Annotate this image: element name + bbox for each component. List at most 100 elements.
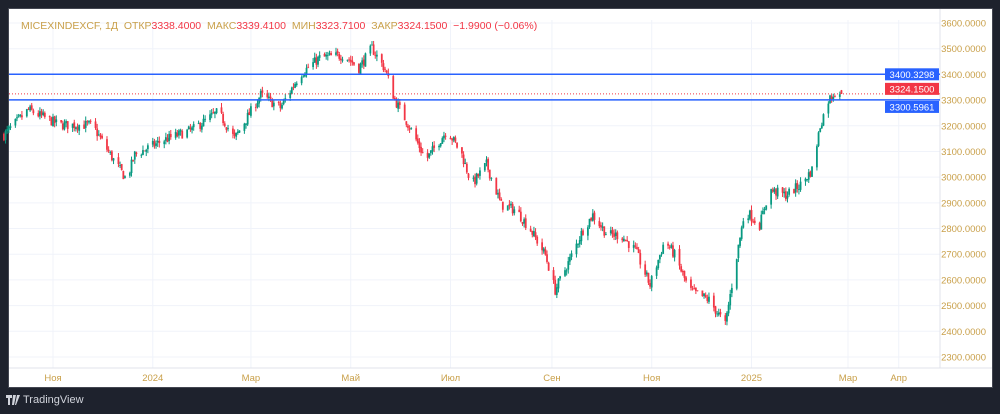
candle-body	[284, 98, 287, 100]
candle-body	[467, 173, 470, 178]
candle-body	[483, 162, 486, 171]
candle-body	[667, 243, 669, 246]
candle-body	[395, 99, 398, 108]
candle-body	[408, 128, 411, 130]
candle-body	[624, 239, 627, 241]
y-tick-label: 3100.0000	[941, 147, 986, 158]
candle-body	[523, 219, 526, 224]
candle-body	[465, 163, 468, 173]
candle-body	[658, 255, 661, 260]
ohlc-legend: MICEXINDEXCF, 1Д ОТКР3338.4000 МАКС3339.…	[21, 20, 537, 32]
candle-body	[533, 231, 535, 237]
candle-body	[374, 55, 377, 56]
candle-body	[145, 149, 148, 152]
candle-body	[775, 189, 777, 196]
candle-body	[706, 297, 709, 301]
candle-body	[644, 264, 647, 275]
x-tick-label: Ноя	[44, 373, 61, 384]
candle-body	[429, 150, 432, 154]
candle-body	[101, 135, 103, 139]
candle-body	[690, 279, 692, 288]
candle-body	[191, 127, 193, 131]
candle-body	[254, 107, 257, 108]
candle-body	[364, 53, 367, 67]
candle-body	[760, 214, 763, 230]
candle-body	[279, 103, 282, 109]
candle-body	[613, 233, 615, 237]
candle-body	[65, 121, 67, 124]
candle-body	[169, 134, 172, 138]
candle-body	[384, 68, 386, 70]
candle-body	[9, 126, 12, 128]
candle-body	[758, 222, 761, 230]
candle-body	[17, 115, 20, 117]
y-tick-label: 3600.0000	[941, 19, 986, 30]
candle-body	[534, 232, 537, 238]
candle-body	[510, 203, 512, 206]
candle-body	[441, 138, 444, 144]
candle-body	[730, 287, 733, 294]
candle-body	[128, 172, 131, 176]
candle-body	[552, 270, 555, 281]
candle-body	[536, 236, 539, 244]
candle-body	[362, 59, 365, 66]
candle-body	[748, 210, 751, 219]
candle-body	[106, 139, 108, 150]
candle-body	[371, 44, 373, 46]
candle-body	[668, 246, 671, 248]
candle-body	[52, 116, 54, 127]
candle-body	[511, 204, 514, 214]
candle-body	[178, 130, 180, 136]
candle-body	[518, 209, 521, 213]
footer: TradingView	[6, 394, 84, 406]
candle-body	[598, 221, 601, 227]
candle-body	[611, 230, 614, 235]
candle-body	[428, 153, 431, 158]
candle-body	[227, 128, 229, 130]
candle-body	[794, 183, 797, 193]
candle-body	[146, 145, 149, 150]
candle-body	[222, 113, 225, 124]
x-tick-label: Мар	[839, 373, 858, 384]
candle-body	[840, 90, 843, 94]
candle-body	[590, 217, 593, 221]
candle-body	[312, 62, 314, 68]
candle-body	[60, 120, 63, 123]
y-tick-label: 3300.0000	[941, 96, 986, 107]
candle-body	[302, 75, 305, 77]
candle-body	[326, 55, 329, 56]
candle-body	[498, 192, 501, 199]
candle-body	[672, 245, 674, 257]
candle-body	[479, 170, 481, 176]
candle-body	[220, 107, 223, 113]
chart-frame[interactable]: MICEXINDEXCF, 1Д ОТКР3338.4000 МАКС3339.…	[8, 8, 993, 388]
change-value: −1.9900 (−0.06%)	[453, 20, 538, 32]
candle-body	[305, 67, 308, 74]
candle-body	[19, 114, 22, 117]
candle-body	[627, 241, 630, 248]
candle-body	[268, 96, 270, 99]
candle-body	[649, 283, 651, 287]
candle-body	[223, 123, 226, 127]
candle-body	[681, 271, 684, 273]
candle-body	[132, 159, 135, 161]
candle-body	[117, 157, 120, 165]
candle-body	[798, 189, 800, 190]
candle-body	[452, 136, 455, 141]
candle-body	[416, 138, 419, 143]
candle-body	[181, 131, 184, 139]
candle-body	[783, 191, 786, 194]
candle-body	[214, 111, 216, 114]
candle-body	[456, 142, 458, 148]
candle-body	[827, 103, 830, 114]
candle-body	[547, 262, 550, 271]
candle-body	[186, 129, 189, 138]
candle-body	[119, 165, 121, 166]
candle-body	[449, 137, 452, 140]
tradingview-logo-icon	[6, 395, 20, 405]
candle-body	[832, 96, 835, 100]
candle-body	[639, 252, 642, 265]
candle-body	[742, 221, 745, 228]
candle-body	[271, 98, 274, 108]
